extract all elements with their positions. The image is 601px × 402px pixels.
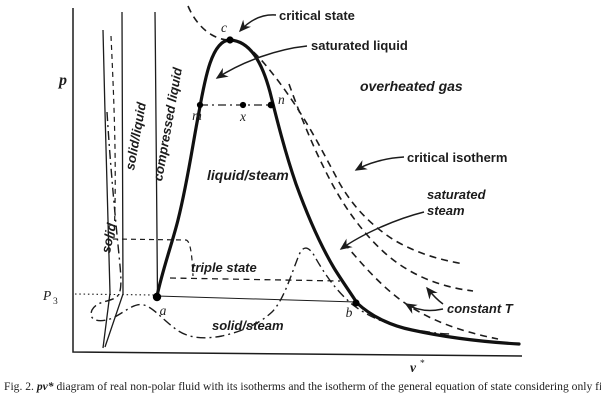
label-critical-state: critical state xyxy=(279,8,355,23)
five-term-isotherm-dashdot xyxy=(90,111,452,339)
p3-dotted-line xyxy=(74,293,155,296)
critical-isotherm-curve xyxy=(187,5,465,265)
constant-t-isotherm-lower xyxy=(343,242,499,340)
saturated-steam-arrow xyxy=(339,211,425,250)
point-label-b: b xyxy=(346,305,353,320)
triple-line-ab xyxy=(156,295,357,303)
critical-state-arrow xyxy=(238,14,277,33)
figure-caption: Fig. 2. pv* diagram of real non-polar fl… xyxy=(4,380,601,393)
constant-t-arrow-lower xyxy=(404,303,444,314)
caption-figure-number: Fig. 2. xyxy=(4,380,37,393)
point-label-x: x xyxy=(239,109,246,124)
solid-region-dashed-isotherm xyxy=(110,35,116,239)
melting-line xyxy=(154,11,159,297)
critical-isotherm-arrow xyxy=(354,156,405,171)
point-x xyxy=(239,101,247,109)
label-saturated-liquid: saturated liquid xyxy=(311,38,408,53)
constant-t-arrow-upper xyxy=(426,286,444,305)
saturation-curve xyxy=(155,38,521,346)
saturated-liquid-arrow xyxy=(215,45,308,79)
point-c xyxy=(226,36,234,44)
label-triple-state: triple state xyxy=(191,260,257,275)
dashed-step-segment xyxy=(112,238,194,277)
caption-text: diagram of real non-polar fluid with its… xyxy=(53,380,601,393)
p3-label: P xyxy=(42,288,51,303)
point-a xyxy=(152,292,162,302)
label-solid-steam: solid/steam xyxy=(212,318,284,333)
label-saturated-steam-1: saturated xyxy=(427,187,487,202)
label-critical-isotherm: critical isotherm xyxy=(407,150,507,165)
label-constant-t: constant T xyxy=(447,301,514,316)
label-solid: solid xyxy=(98,221,119,255)
point-label-a: a xyxy=(160,303,167,318)
y-axis-label-p: p xyxy=(57,72,67,89)
point-label-n: n xyxy=(278,92,285,107)
label-solid-liquid: solid/liquid xyxy=(122,100,149,171)
solid-region-line-left xyxy=(102,29,111,349)
label-liquid-steam: liquid/steam xyxy=(207,167,289,183)
point-label-m: m xyxy=(192,108,202,123)
x-axis-label-v: v xyxy=(410,360,417,375)
constant-t-isotherm-upper xyxy=(288,83,474,292)
triple-state-dashed-line xyxy=(169,277,341,282)
point-m xyxy=(196,101,204,109)
point-label-c: c xyxy=(221,20,227,35)
label-overheated-gas: overheated gas xyxy=(360,78,463,94)
point-n xyxy=(267,101,275,109)
x-axis-label-v-sup: * xyxy=(420,359,425,369)
caption-pv-term: pv* xyxy=(36,380,54,393)
axes xyxy=(72,8,523,357)
pv-diagram: p P 3 v * critical state saturated liqui… xyxy=(42,5,523,375)
point-b xyxy=(352,299,360,307)
label-saturated-steam-2: steam xyxy=(427,203,465,218)
p3-subscript: 3 xyxy=(53,297,58,307)
solid-region-line-right xyxy=(104,11,124,348)
